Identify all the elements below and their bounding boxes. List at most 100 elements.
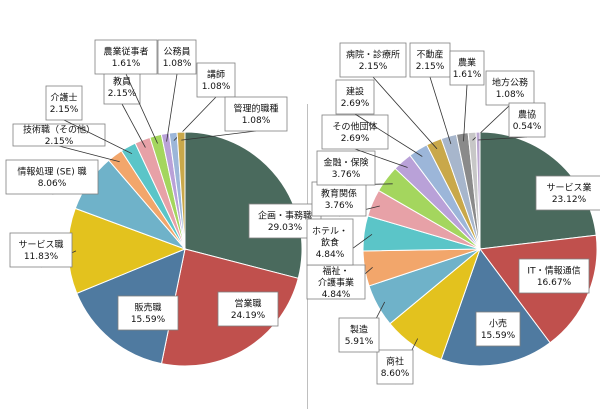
slice-category-label: 病院・診療所 <box>346 49 400 61</box>
slice-label-box <box>224 96 288 132</box>
leader-line <box>354 113 423 157</box>
pie-slice <box>176 131 186 250</box>
slice-label-box <box>339 42 407 78</box>
slice-category-label: 金融・保険 <box>323 157 368 169</box>
leader-line <box>125 73 158 144</box>
leader-line <box>166 73 178 142</box>
slice-label-box <box>196 62 236 98</box>
slice-label-box <box>157 39 197 75</box>
slice-category-label: 講師 <box>207 69 225 81</box>
slice-label-box <box>117 295 179 331</box>
slice-label-box <box>306 218 354 266</box>
slice-category-label: 情報処理 (SE) 職 <box>17 166 86 178</box>
slice-value-label: 2.15% <box>359 62 388 72</box>
leader-line <box>429 76 452 145</box>
slice-value-label: 4.84% <box>322 290 351 300</box>
slice-label-box <box>338 317 380 353</box>
slice-value-label: 1.08% <box>202 82 231 92</box>
slice-category-label: 製造 <box>350 324 368 336</box>
slice-category-label: 不動産 <box>416 49 443 61</box>
slice-label-box <box>485 70 535 106</box>
slice-label-box <box>518 258 590 294</box>
slice-category-label: 地方公務 <box>492 77 528 89</box>
slice-label-box <box>475 311 521 347</box>
slice-value-label: 0.54% <box>513 122 542 132</box>
slice-label-box <box>535 175 600 211</box>
slice-category-label: 技術職（その他） <box>23 124 95 136</box>
leader-line <box>354 148 408 168</box>
leader-line <box>463 84 468 142</box>
slice-category-label: 企画・事務職 <box>258 210 312 222</box>
slice-category-label: 教育関係 <box>321 188 357 200</box>
slice-label-box <box>409 42 451 78</box>
slice-category-label: サービス業 <box>546 182 591 194</box>
slice-value-label: 1.61% <box>112 59 141 69</box>
slice-label-box <box>12 123 106 147</box>
slice-category-label: 農業従事者 <box>103 46 148 58</box>
slice-category-label: 農協 <box>518 109 536 121</box>
slice-label-box <box>311 181 367 217</box>
slice-value-label: 3.76% <box>325 201 354 211</box>
slice-value-label: 2.69% <box>341 99 370 109</box>
slice-value-label: 2.15% <box>50 105 79 115</box>
slice-category-label: 販売職 <box>134 302 161 314</box>
slice-value-label: 2.15% <box>416 62 445 72</box>
slice-value-label: 5.91% <box>345 337 374 347</box>
leader-line <box>63 119 133 155</box>
slice-value-label: 15.59% <box>481 331 516 341</box>
slice-category-label: IT・情報通信 <box>527 265 580 277</box>
slice-category-label: 福祉・ <box>322 265 349 277</box>
slice-value-label: 4.84% <box>316 250 345 260</box>
slice-label-box <box>306 264 366 300</box>
slice-label-box <box>321 114 389 150</box>
slice-label-box <box>217 291 279 327</box>
slice-value-label: 3.76% <box>332 170 361 180</box>
slice-label-box <box>9 232 73 268</box>
slice-category-label: 小売 <box>489 318 507 330</box>
slice-category-label: 営業職 <box>234 298 261 310</box>
slice-category-label: ホテル・ <box>312 226 348 237</box>
slice-label-box <box>449 50 485 86</box>
slice-value-label: 11.83% <box>24 252 59 262</box>
slice-label-box <box>335 79 375 115</box>
slice-category-label: 公務員 <box>163 46 190 58</box>
slice-value-label: 1.08% <box>242 116 271 126</box>
pie-slice <box>184 131 303 279</box>
leader-line <box>58 145 120 163</box>
slice-category-label: 建設 <box>346 86 364 98</box>
slice-value-label: 23.12% <box>552 195 587 205</box>
slice-category-label: 農業 <box>458 57 476 69</box>
slice-label-box <box>94 39 158 75</box>
slice-value-label: 8.06% <box>38 179 67 189</box>
slice-value-label: 8.60% <box>381 369 410 379</box>
slice-value-label: 24.19% <box>231 311 266 321</box>
slice-category-label: 飲食 <box>321 236 339 248</box>
slice-value-label: 16.67% <box>537 278 572 288</box>
slice-category-label: サービス職 <box>18 240 63 251</box>
slice-category-label: 管理的職種 <box>233 103 278 115</box>
slice-category-label: 商社 <box>386 356 404 368</box>
slice-label-box <box>5 159 99 195</box>
slice-value-label: 2.69% <box>341 134 370 144</box>
slice-value-label: 2.15% <box>45 137 74 147</box>
slice-value-label: 2.15% <box>108 89 137 99</box>
leader-line <box>478 136 528 141</box>
pie-slice <box>475 131 481 250</box>
slice-value-label: 15.59% <box>131 315 166 325</box>
slice-label-box <box>45 85 83 121</box>
slice-category-label: 介護士 <box>50 92 77 104</box>
slice-label-box <box>316 150 376 186</box>
leader-line <box>181 130 257 141</box>
slice-label-box <box>376 349 414 385</box>
leader-line <box>372 76 438 150</box>
slice-label-box <box>103 69 141 105</box>
slice-value-label: 29.03% <box>268 223 303 233</box>
slice-category-label: その他団体 <box>332 121 377 133</box>
slice-value-label: 1.08% <box>496 90 525 100</box>
slice-category-label: 介護事業 <box>318 276 354 288</box>
leader-line <box>121 103 146 148</box>
slice-value-label: 1.61% <box>453 70 482 80</box>
